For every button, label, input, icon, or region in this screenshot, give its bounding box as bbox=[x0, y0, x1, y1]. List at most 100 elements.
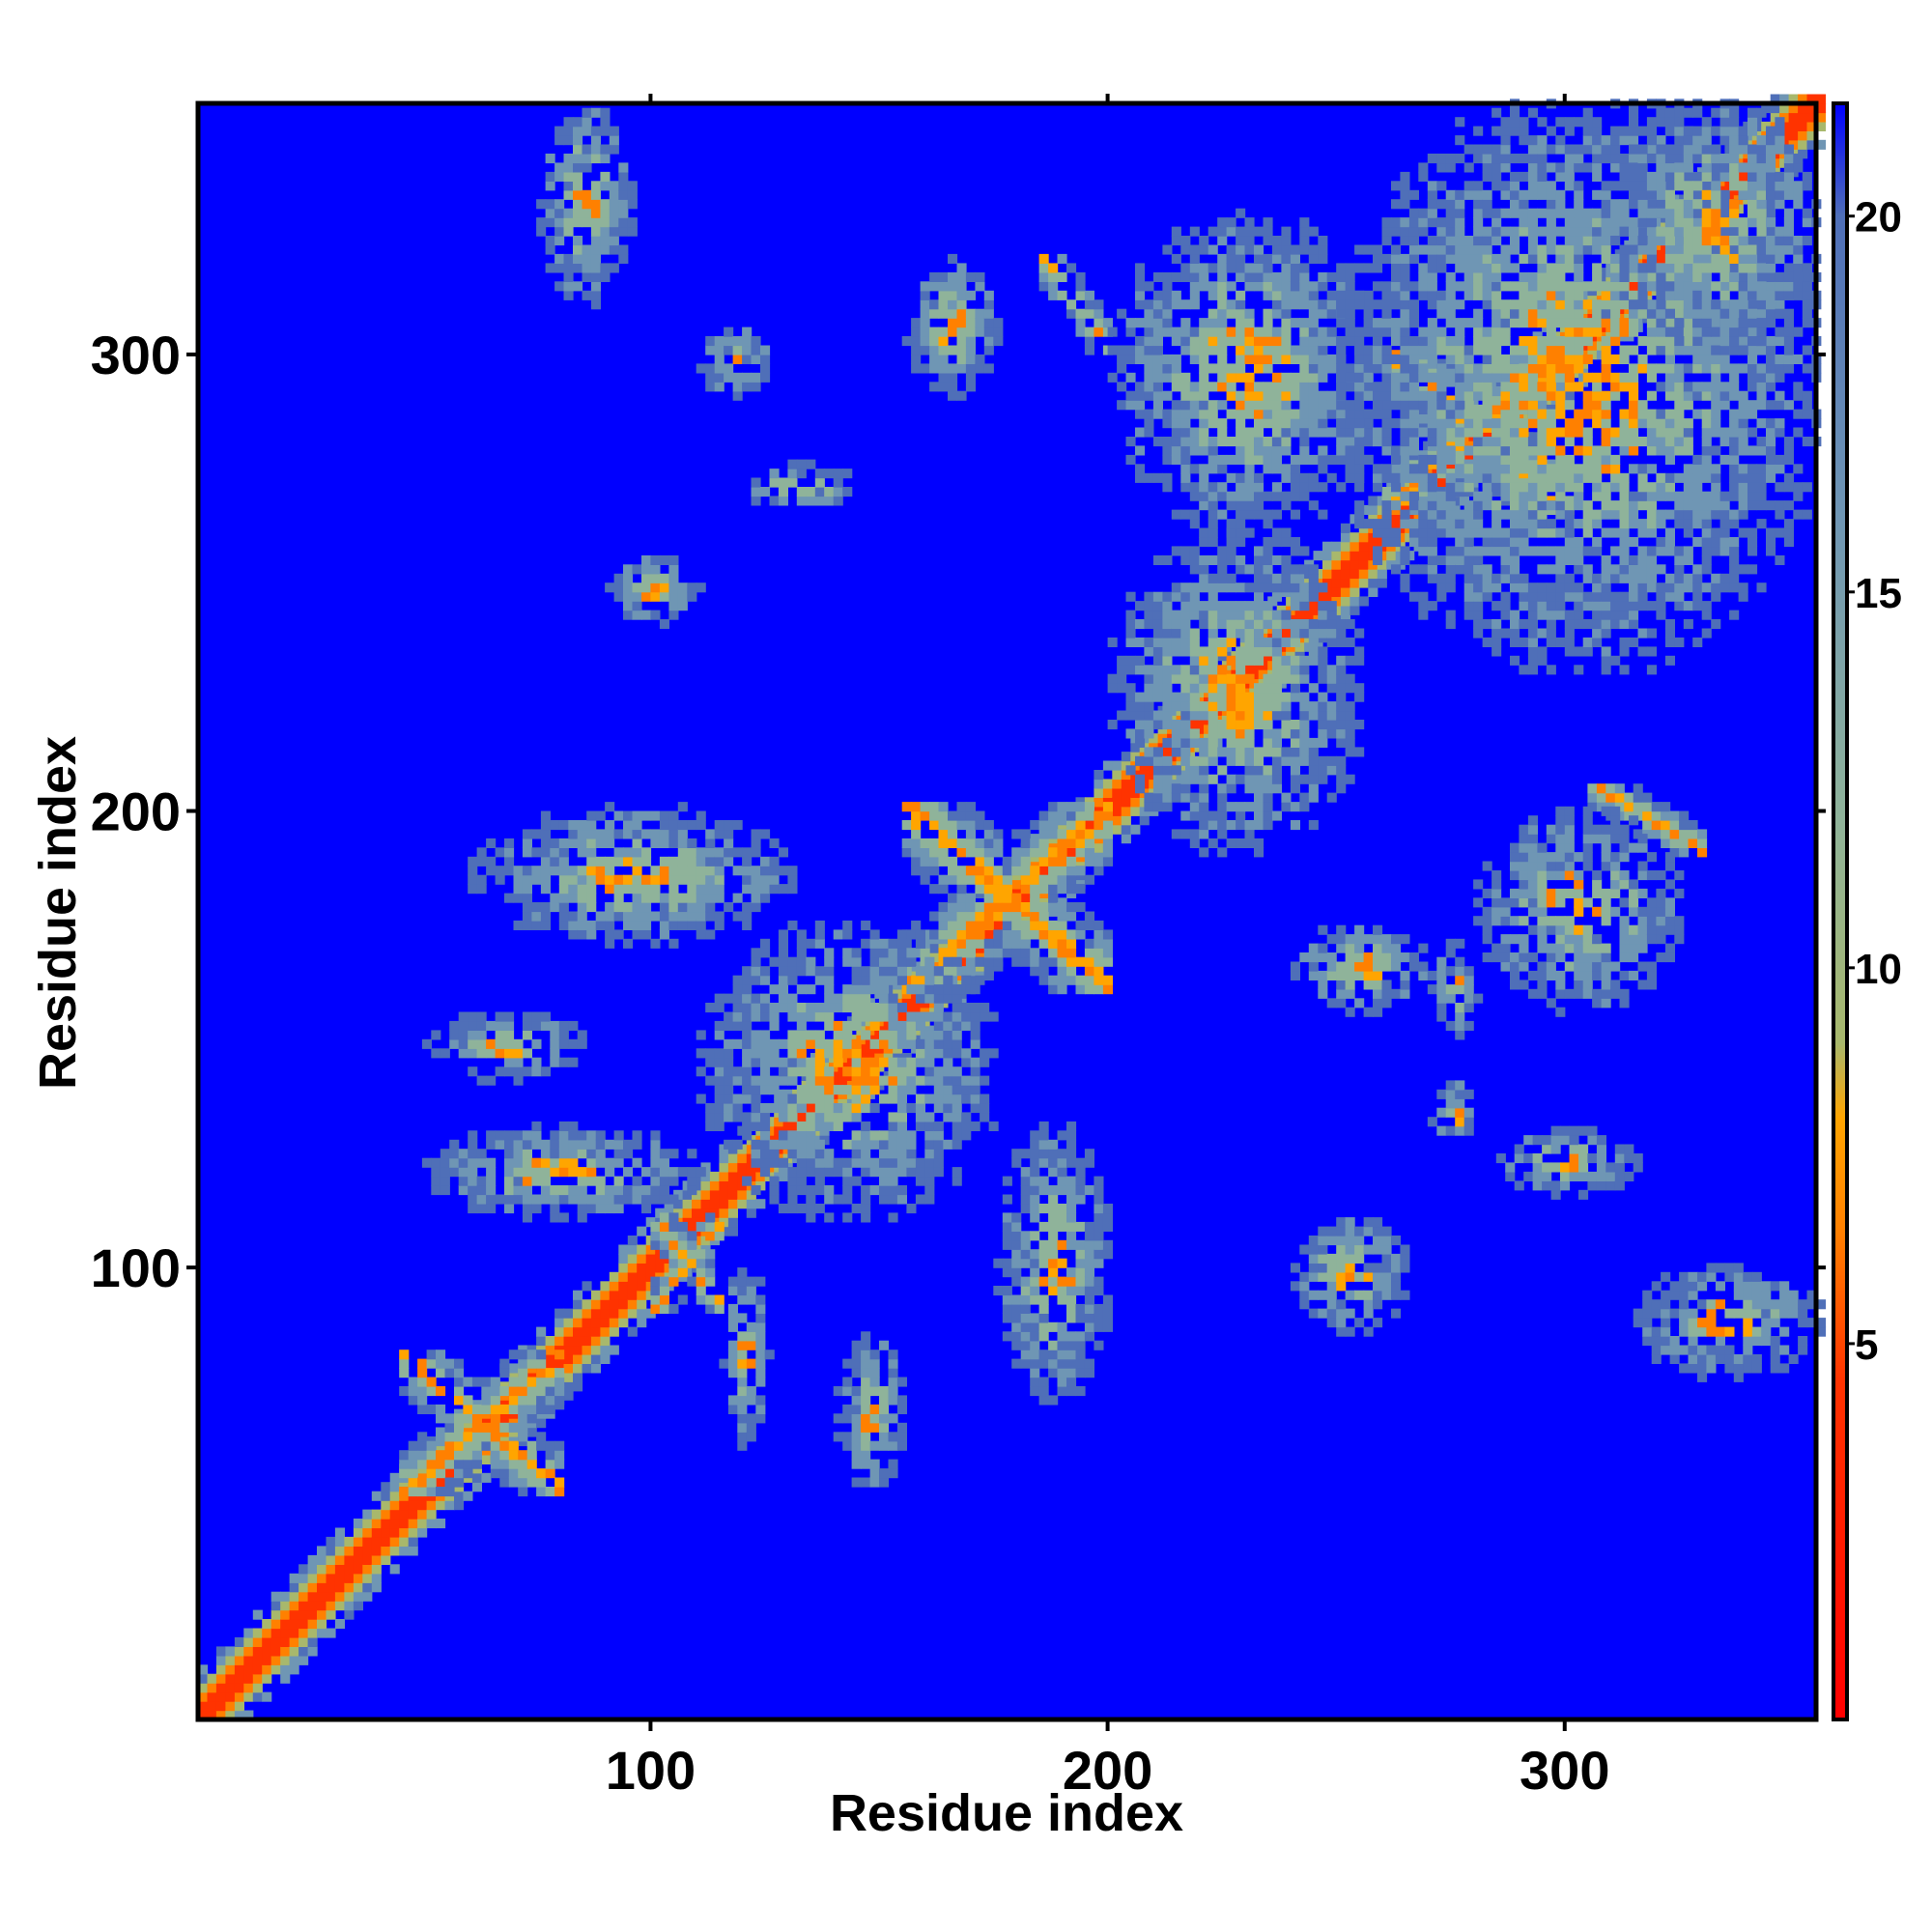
heatmap-cell bbox=[1066, 1149, 1077, 1159]
heatmap-cell bbox=[742, 1020, 753, 1031]
heatmap-cell bbox=[1350, 605, 1360, 615]
heatmap-plot-area bbox=[195, 94, 1827, 1722]
heatmap-cell bbox=[924, 1112, 935, 1122]
heatmap-cell bbox=[879, 966, 890, 977]
heatmap-cell bbox=[252, 1683, 263, 1693]
heatmap-cell bbox=[582, 107, 592, 118]
heatmap-cell bbox=[929, 308, 940, 319]
heatmap-cell bbox=[888, 1468, 898, 1479]
heatmap-cell bbox=[851, 1103, 862, 1114]
heatmap-cell bbox=[1350, 596, 1360, 607]
heatmap-cell bbox=[724, 1103, 734, 1114]
heatmap-cell bbox=[993, 902, 1004, 913]
heatmap-cell bbox=[426, 1459, 437, 1469]
heatmap-cell bbox=[751, 838, 761, 848]
heatmap-cell bbox=[879, 1075, 890, 1086]
heatmap-cell bbox=[558, 1038, 569, 1049]
heatmap-cell bbox=[696, 866, 706, 876]
heatmap-cell bbox=[1038, 1176, 1049, 1186]
heatmap-cell bbox=[1555, 824, 1566, 835]
heatmap-cell bbox=[618, 162, 629, 173]
heatmap-cell bbox=[495, 1011, 505, 1022]
heatmap-cell bbox=[724, 1057, 734, 1067]
heatmap-cell bbox=[814, 1085, 825, 1095]
heatmap-cell bbox=[906, 1167, 917, 1178]
heatmap-cell bbox=[696, 1286, 706, 1296]
heatmap-cell bbox=[613, 1176, 624, 1186]
heatmap-cell bbox=[1354, 1271, 1365, 1282]
heatmap-cell bbox=[463, 1468, 473, 1479]
heatmap-cell bbox=[727, 1171, 738, 1181]
heatmap-cell bbox=[426, 1386, 437, 1397]
heatmap-cell bbox=[582, 154, 592, 164]
heatmap-cell bbox=[952, 1167, 962, 1178]
heatmap-cell bbox=[1048, 1204, 1059, 1214]
heatmap-cell bbox=[975, 271, 985, 282]
heatmap-cell bbox=[1075, 956, 1086, 967]
heatmap-cell bbox=[1633, 792, 1643, 803]
heatmap-cell bbox=[888, 975, 898, 985]
heatmap-cell bbox=[1038, 847, 1049, 858]
heatmap-cell bbox=[1495, 1153, 1506, 1164]
heatmap-cell bbox=[1102, 1303, 1113, 1314]
heatmap-cell bbox=[326, 1554, 336, 1565]
heatmap-cell bbox=[842, 1112, 853, 1122]
heatmap-cell bbox=[600, 1353, 611, 1364]
heatmap-cell bbox=[993, 884, 1004, 895]
heatmap-cell bbox=[677, 591, 688, 602]
heatmap-cell bbox=[1066, 1303, 1077, 1314]
heatmap-cell bbox=[550, 838, 560, 848]
heatmap-cell bbox=[1642, 1318, 1653, 1328]
heatmap-cell bbox=[609, 236, 619, 246]
heatmap-cell bbox=[760, 1048, 771, 1059]
heatmap-cell bbox=[632, 1139, 642, 1150]
heatmap-cell bbox=[705, 1048, 716, 1059]
heatmap-cell bbox=[746, 1286, 756, 1296]
heatmap-cell bbox=[915, 1048, 925, 1059]
heatmap-cell bbox=[417, 1519, 428, 1529]
heatmap-cell bbox=[344, 1601, 355, 1611]
heatmap-cell bbox=[1020, 1286, 1031, 1296]
heatmap-cell bbox=[1048, 1239, 1059, 1250]
heatmap-cell bbox=[755, 1276, 766, 1287]
heatmap-cell bbox=[983, 893, 994, 903]
heatmap-cell bbox=[1318, 1244, 1328, 1255]
heatmap-cell bbox=[1057, 1130, 1067, 1141]
heatmap-cell bbox=[751, 496, 761, 506]
heatmap-cell bbox=[317, 1591, 327, 1602]
heatmap-cell bbox=[1011, 1358, 1022, 1369]
heatmap-cell bbox=[796, 1103, 807, 1114]
heatmap-cells bbox=[198, 94, 1827, 1720]
heatmap-cell bbox=[1066, 829, 1077, 839]
heatmap-cell bbox=[554, 1459, 565, 1469]
heatmap-cell bbox=[769, 1038, 780, 1049]
heatmap-cell bbox=[1354, 1244, 1365, 1255]
heatmap-cell bbox=[526, 1427, 537, 1437]
heatmap-cell bbox=[577, 1204, 587, 1214]
heatmap-cell bbox=[536, 1368, 547, 1378]
heatmap-cell bbox=[948, 299, 958, 310]
heatmap-cell bbox=[609, 181, 619, 191]
heatmap-cell bbox=[1030, 1231, 1040, 1241]
heatmap-cell bbox=[993, 938, 1004, 949]
heatmap-cell bbox=[814, 1030, 825, 1040]
heatmap-cell bbox=[896, 975, 907, 985]
heatmap-cell bbox=[1706, 1318, 1717, 1328]
heatmap-cell bbox=[842, 1167, 853, 1178]
heatmap-cell bbox=[714, 363, 724, 374]
heatmap-cell bbox=[1336, 1326, 1347, 1337]
heatmap-cell bbox=[558, 1030, 569, 1040]
heatmap-cell bbox=[609, 1326, 619, 1337]
heatmap-cell bbox=[1492, 916, 1502, 926]
heatmap-cell bbox=[1582, 988, 1593, 999]
heatmap-cell bbox=[869, 1103, 880, 1114]
heatmap-cell bbox=[1482, 934, 1492, 945]
heatmap-cell bbox=[1445, 1089, 1456, 1099]
heatmap-cell bbox=[504, 1066, 515, 1077]
heatmap-cell bbox=[1614, 1180, 1625, 1191]
heatmap-cell bbox=[486, 1157, 497, 1168]
heatmap-cell bbox=[1400, 1263, 1410, 1273]
heatmap-cell bbox=[623, 911, 634, 922]
heatmap-cell bbox=[952, 1003, 962, 1013]
heatmap-cell bbox=[906, 1075, 917, 1086]
